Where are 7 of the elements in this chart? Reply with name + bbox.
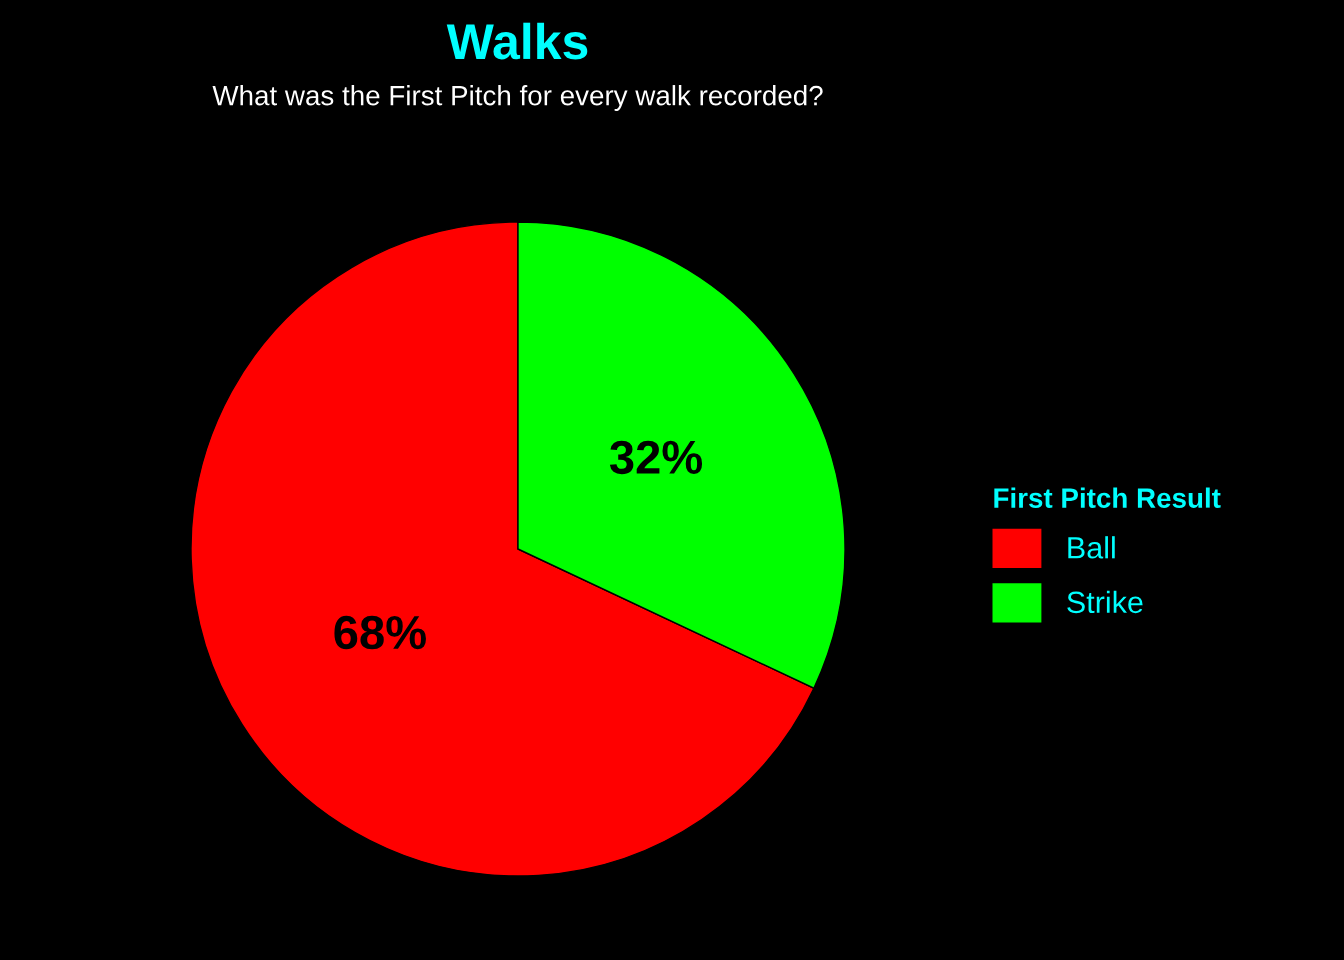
chart-title: Walks (446, 22, 588, 60)
data-label: 68% (334, 615, 426, 650)
legend-title: First Pitch Result (994, 487, 1221, 508)
chart-subtitle: What was the First Pitch for every walk recorded? (212, 85, 823, 111)
legend-label: Ball (1068, 536, 1115, 559)
data-label: 32% (609, 440, 703, 475)
legend-label: Strike (1067, 590, 1143, 614)
